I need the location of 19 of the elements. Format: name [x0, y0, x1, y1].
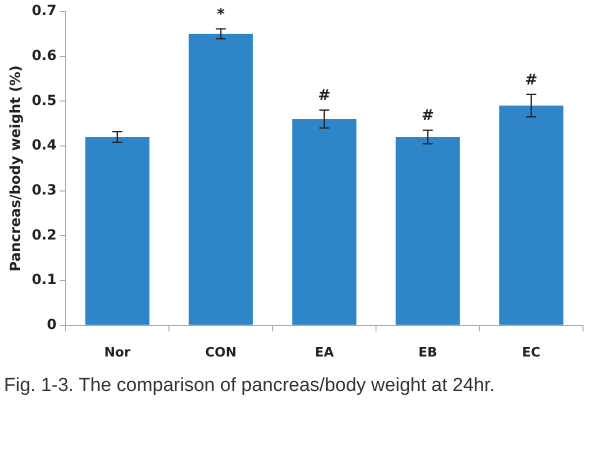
y-tick-label: 0.5: [32, 92, 57, 109]
annotation: *: [216, 4, 225, 23]
annotation: #: [318, 86, 331, 104]
caption: Fig. 1-3. The comparison of pancreas/body weight at 24hr.: [3, 375, 496, 397]
y-tick-label: 0.3: [32, 182, 57, 198]
x-tick-label: Nor: [104, 346, 132, 361]
y-tick-label: 0.4: [32, 138, 57, 154]
y-tick-label: 0.7: [32, 3, 57, 20]
y-tick-label: 0.6: [32, 48, 57, 64]
x-tick-label: EA: [314, 346, 334, 361]
y-tick-label: 0.2: [32, 227, 57, 244]
y-tick-label: 0: [46, 317, 57, 334]
x-tick-label: EB: [418, 346, 438, 361]
annotation: #: [421, 106, 434, 124]
y-axis-title: Pancreas/body weight (%): [8, 65, 24, 272]
x-tick-label: CON: [205, 346, 237, 361]
y-tick-label: 0.1: [32, 272, 57, 288]
x-tick-label: EC: [522, 346, 540, 361]
annotation: #: [524, 70, 538, 88]
